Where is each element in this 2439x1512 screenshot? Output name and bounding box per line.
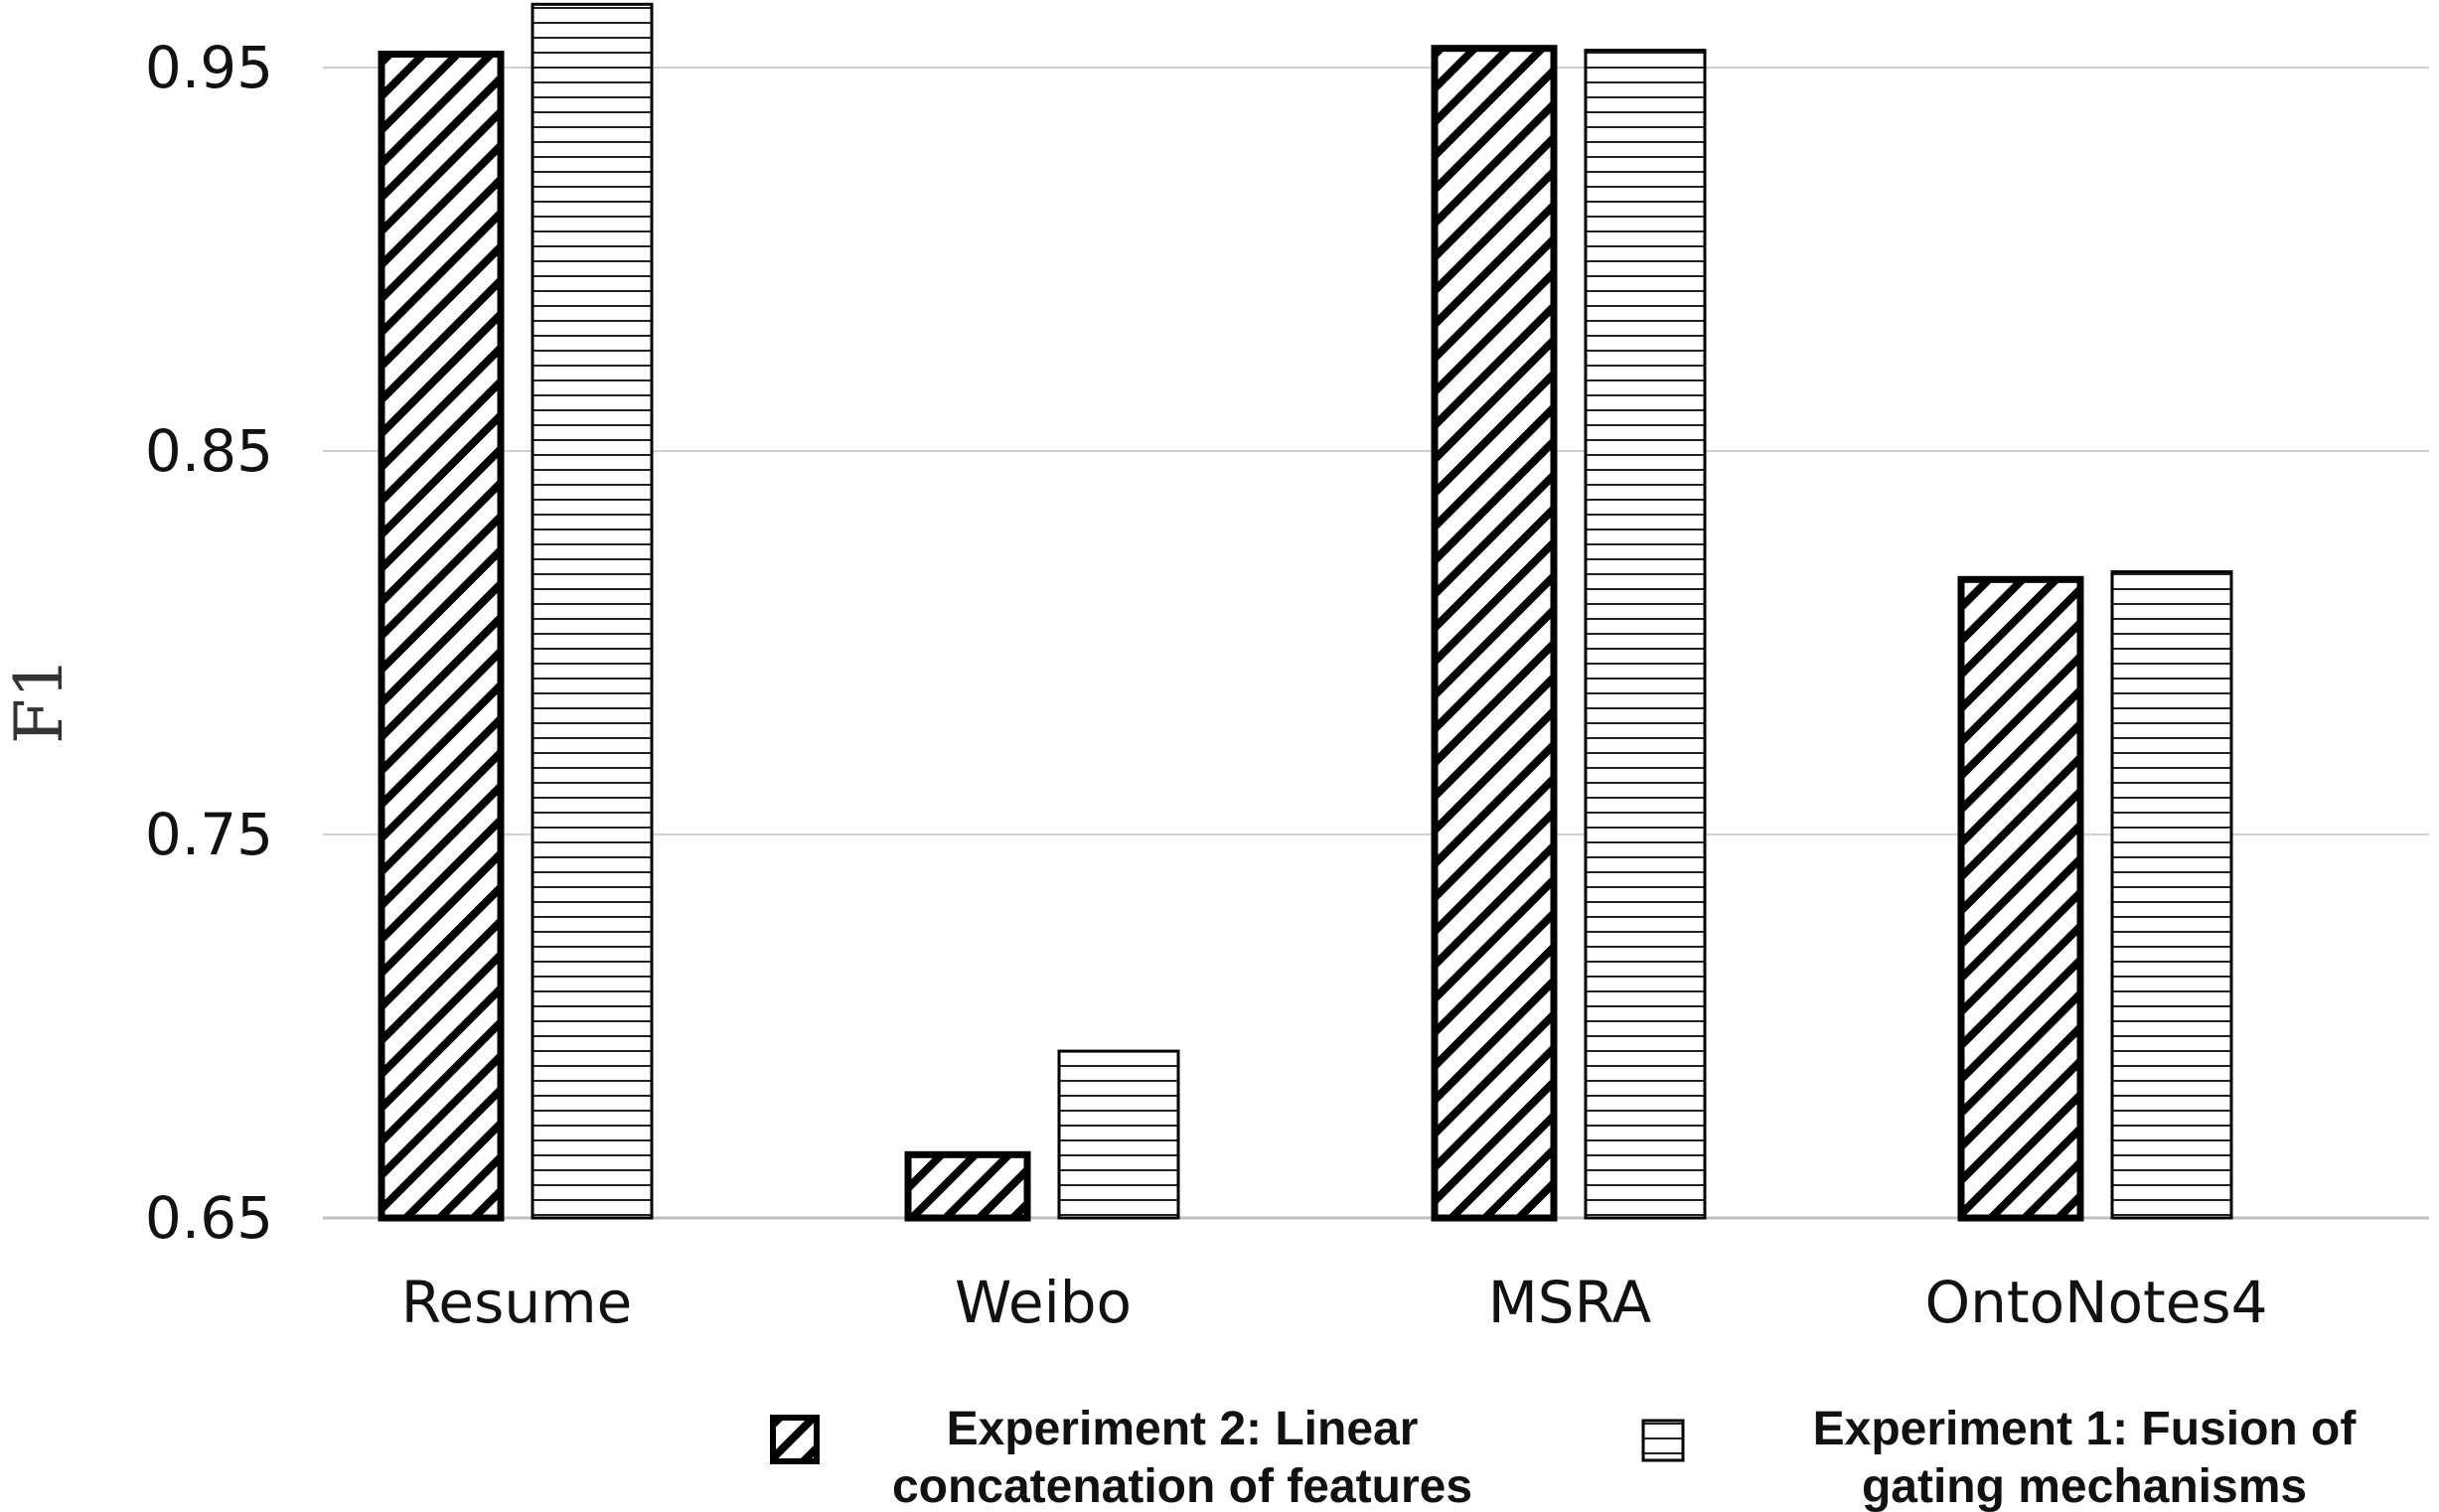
- y-tick-label: 0.85: [145, 417, 273, 485]
- bar-msra-series-1: [1431, 45, 1558, 1222]
- y-axis: 0.65 0.75 0.85 0.95: [145, 34, 273, 1252]
- legend-label-experiment-1-line1: Experiment 1: Fusion of: [1813, 1403, 2358, 1455]
- legend-swatch-experiment-2: [770, 1415, 820, 1464]
- bar-msra-series-2: [1584, 49, 1707, 1220]
- bars: [378, 2, 2233, 1222]
- x-tick-label: Weibo: [955, 1269, 1132, 1336]
- bar-weibo-series-1: [904, 1150, 1031, 1222]
- x-tick-label: MSRA: [1488, 1269, 1652, 1336]
- legend: Experiment 2: Linear concatenation of fe…: [770, 1403, 2358, 1512]
- legend-label-experiment-1-line2: gating mechanisms: [1862, 1460, 2307, 1512]
- bar-resume-series-1: [378, 50, 505, 1222]
- x-tick-label: Resume: [401, 1269, 633, 1336]
- bar-ontonotes4-series-2: [2110, 570, 2233, 1220]
- y-axis-title: F1: [1, 657, 77, 744]
- bar-weibo-series-2: [1057, 1049, 1180, 1220]
- y-tick-label: 0.95: [145, 34, 273, 101]
- x-tick-label: OntoNotes4: [1924, 1269, 2267, 1336]
- y-tick-label: 0.75: [145, 801, 273, 868]
- bar-ontonotes4-series-1: [1957, 575, 2084, 1222]
- x-axis: Resume Weibo MSRA OntoNotes4: [401, 1269, 2268, 1336]
- bar-resume-series-2: [531, 2, 654, 1220]
- legend-label-experiment-2-line1: Experiment 2: Linear: [947, 1403, 1419, 1455]
- legend-swatch-experiment-1: [1641, 1419, 1685, 1462]
- y-tick-label: 0.65: [145, 1184, 273, 1252]
- legend-label-experiment-2-line2: concatenation of features: [892, 1460, 1472, 1512]
